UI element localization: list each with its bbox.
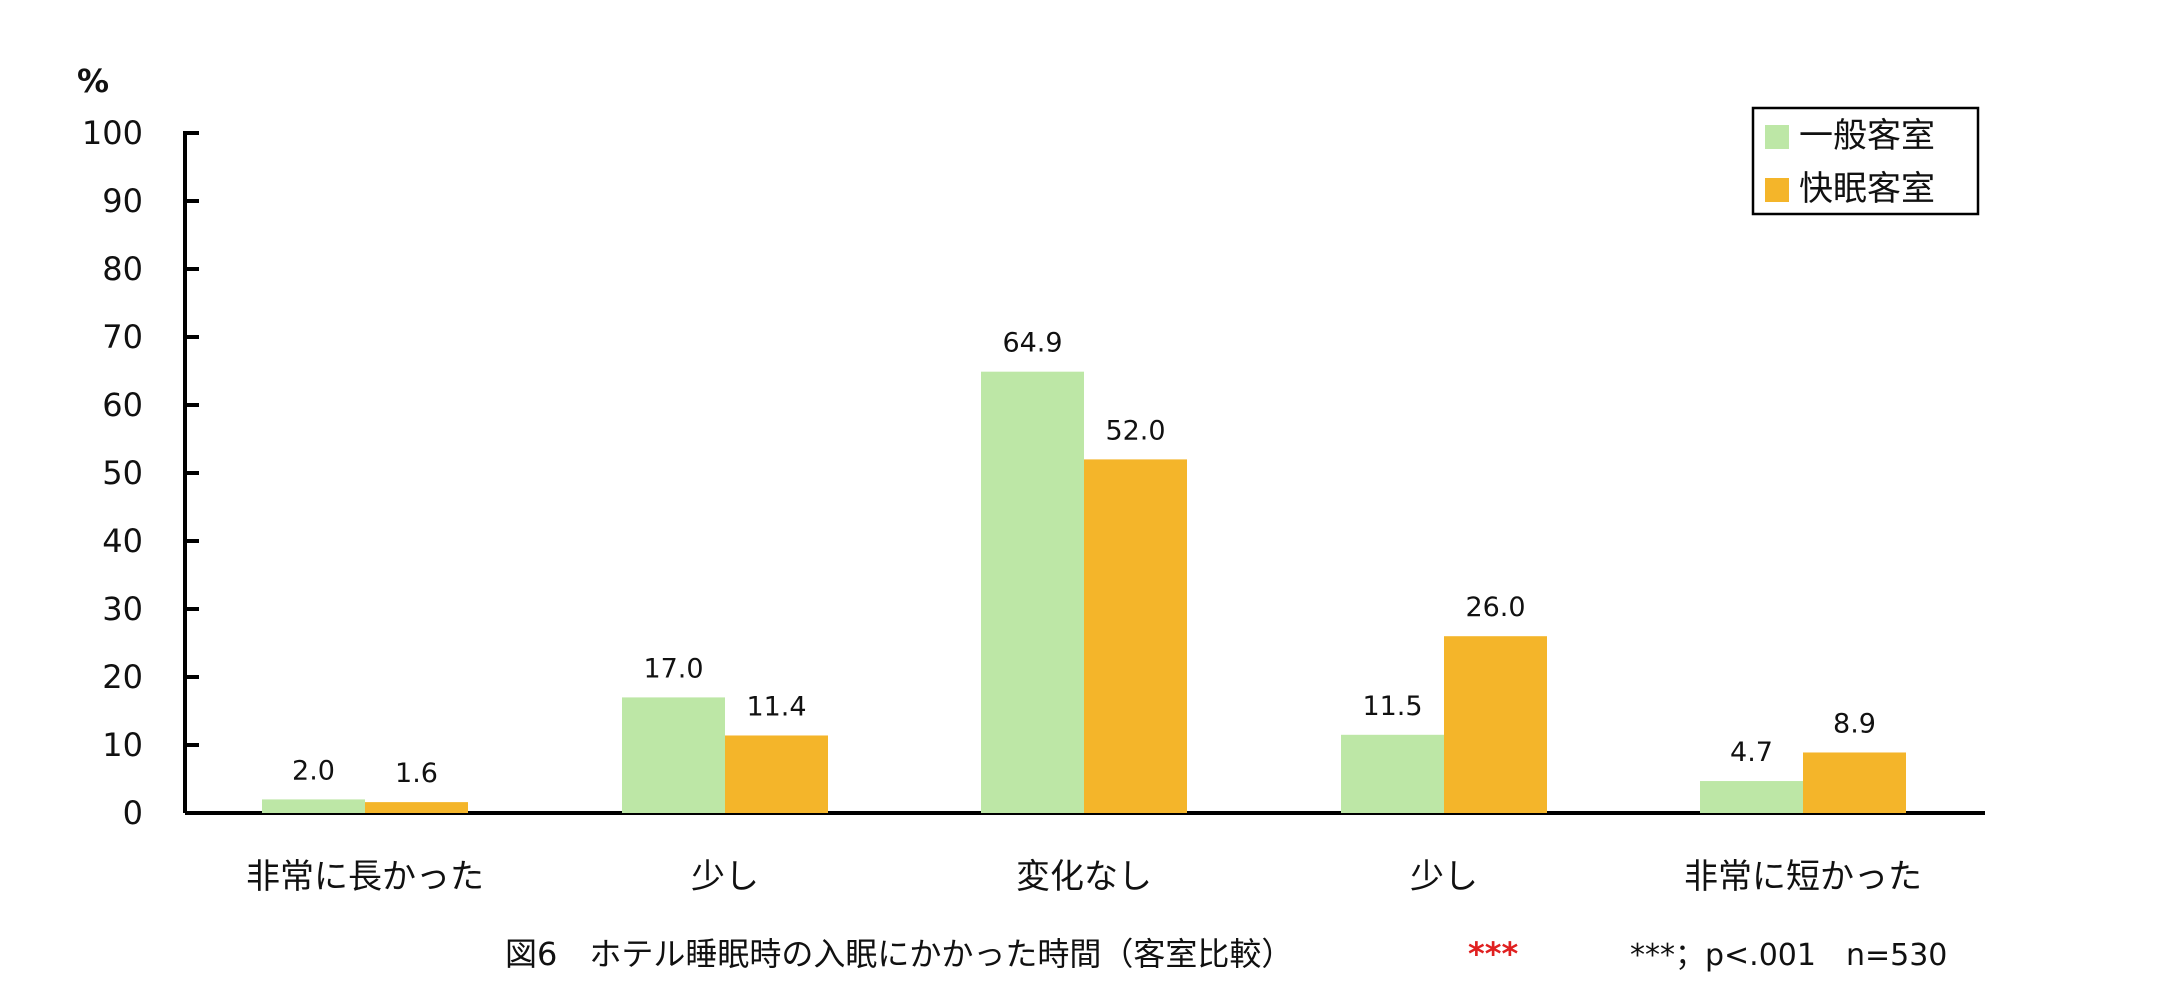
bar-sleep-2 (1084, 459, 1187, 813)
y-tick-label: 90 (102, 182, 143, 220)
legend-label: 快眠客室 (1799, 169, 1935, 209)
y-axis-unit-label: % (77, 62, 109, 100)
y-tick-label: 40 (102, 522, 143, 560)
data-label: 26.0 (1465, 592, 1525, 623)
y-tick-label: 60 (102, 386, 143, 424)
legend-label: 一般客室 (1799, 116, 1935, 156)
y-tick-label: 50 (102, 454, 143, 492)
data-label: 52.0 (1105, 415, 1165, 446)
bar-sleep-1 (725, 735, 828, 813)
data-label: 11.5 (1362, 691, 1422, 722)
legend-swatch (1765, 125, 1789, 149)
y-tick-label: 30 (102, 590, 143, 628)
y-tick-label: 20 (102, 658, 143, 696)
bar-general-4 (1700, 781, 1803, 813)
legend-swatch (1765, 178, 1789, 202)
significance-note: ***；p<.001 n=530 (1630, 938, 1947, 973)
y-tick-label: 80 (102, 250, 143, 288)
category-label: 少し (691, 857, 759, 897)
bar-sleep-4 (1803, 752, 1906, 813)
legend-box (1751, 106, 1980, 216)
bar-sleep-0 (365, 802, 468, 813)
significance-marker: *** (1468, 935, 1518, 973)
data-label: 11.4 (746, 691, 806, 722)
bar-general-2 (981, 371, 1084, 813)
y-tick-label: 70 (102, 318, 143, 356)
y-tick-label: 0 (123, 794, 143, 832)
data-label: 2.0 (292, 755, 335, 786)
y-tick-label: 100 (82, 114, 143, 152)
data-label: 1.6 (395, 758, 438, 789)
data-label: 17.0 (643, 653, 703, 684)
labels-layer: 2.0 1.6 非常に長かった 17.0 11.4 少し 64.9 52.0 変化なし 11.5 2… (246, 328, 1922, 897)
y-tick-label: 10 (102, 726, 143, 764)
bar-sleep-3 (1444, 636, 1547, 813)
category-label: 変化なし (1016, 857, 1152, 897)
bar-general-3 (1341, 734, 1444, 813)
bar-general-0 (262, 799, 365, 813)
category-label: 少し (1410, 857, 1478, 897)
data-label: 64.9 (1002, 328, 1062, 359)
data-label: 8.9 (1833, 708, 1876, 739)
bar-general-1 (622, 697, 725, 813)
caption: 図6 ホテル睡眠時の入眠にかかった時間（客室比較） *** ***；p<.001 n… (505, 935, 1947, 973)
figure-caption-title: 図6 ホテル睡眠時の入眠にかかった時間（客室比較） (505, 935, 1293, 973)
axes-layer: 0 10 20 30 40 50 60 70 80 90 100% (77, 62, 1985, 832)
category-label: 非常に短かった (1684, 857, 1922, 897)
data-label: 4.7 (1730, 737, 1773, 768)
bars-layer (262, 371, 1906, 813)
category-label: 非常に長かった (246, 857, 484, 897)
